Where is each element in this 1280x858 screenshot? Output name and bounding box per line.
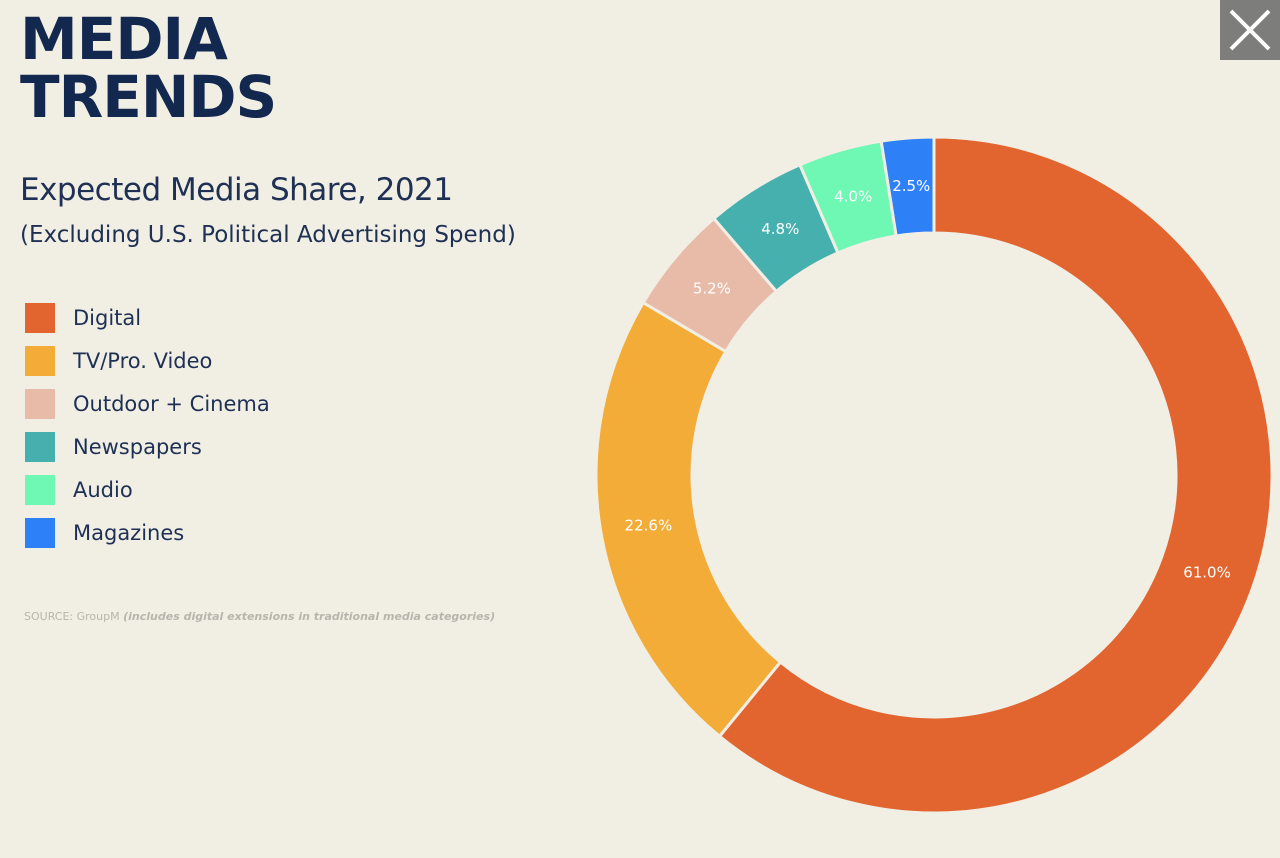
chart-subtitle: (Excluding U.S. Political Advertising Sp… <box>20 222 516 248</box>
chart-title: Expected Media Share, 2021 <box>20 172 453 208</box>
legend-label: Digital <box>73 305 142 330</box>
close-button[interactable] <box>1220 0 1280 60</box>
source-note: SOURCE: GroupM (includes digital extensi… <box>24 610 495 623</box>
slice-label: 61.0% <box>1183 564 1231 582</box>
slice-label: 22.6% <box>625 516 673 534</box>
legend-swatch <box>25 474 55 505</box>
chart-legend: Digital TV/Pro. Video Outdoor + Cinema News… <box>25 296 270 554</box>
title-line-1: MEDIA <box>20 5 228 73</box>
donut-slice <box>594 300 783 739</box>
legend-item: Magazines <box>25 511 270 554</box>
legend-label: Newspapers <box>73 434 202 459</box>
legend-swatch <box>25 302 55 333</box>
slice-label: 4.8% <box>761 220 799 238</box>
source-note-detail: (includes digital extensions in traditio… <box>123 610 496 623</box>
legend-swatch <box>25 345 55 376</box>
source-prefix: SOURCE: GroupM <box>24 610 124 623</box>
legend-swatch <box>25 431 55 462</box>
slice-label: 4.0% <box>834 187 872 205</box>
donut-slice <box>879 135 936 238</box>
donut-chart: 61.0% 22.6% 5.2% 4.8% 4.0% 2.5% <box>594 135 1274 815</box>
legend-swatch <box>25 517 55 548</box>
legend-label: TV/Pro. Video <box>73 348 213 373</box>
legend-item: Outdoor + Cinema <box>25 382 270 425</box>
legend-swatch <box>25 388 55 419</box>
legend-item: TV/Pro. Video <box>25 339 270 382</box>
title-line-2: TRENDS <box>20 63 277 131</box>
legend-label: Magazines <box>73 520 185 545</box>
legend-item: Audio <box>25 468 270 511</box>
legend-item: Newspapers <box>25 425 270 468</box>
legend-item: Digital <box>25 296 270 339</box>
donut-slice <box>717 135 1274 815</box>
page-title: MEDIA TRENDS <box>20 5 277 131</box>
close-icon <box>1229 9 1271 51</box>
legend-label: Audio <box>73 477 133 502</box>
slice-label: 5.2% <box>693 280 731 298</box>
legend-label: Outdoor + Cinema <box>73 391 270 416</box>
slice-label: 2.5% <box>892 177 930 195</box>
